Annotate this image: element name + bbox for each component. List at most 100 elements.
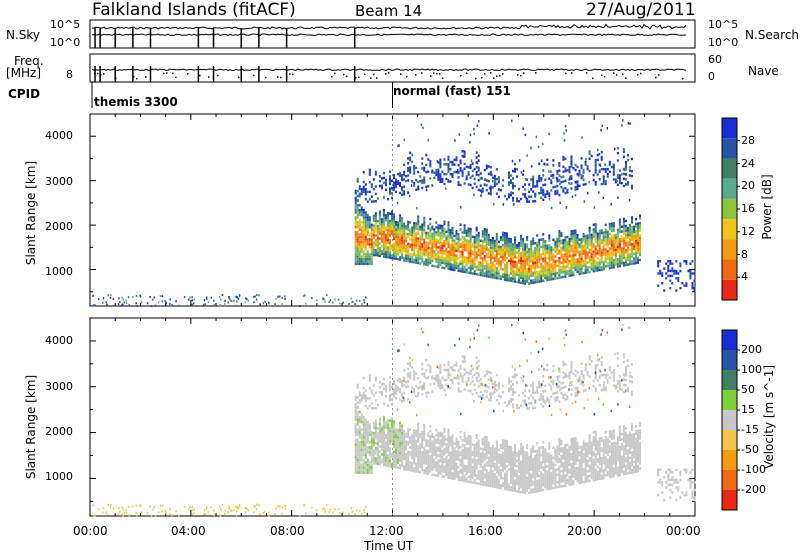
power-cell	[534, 268, 537, 272]
velocity-cell	[364, 471, 367, 474]
power-cell	[459, 262, 462, 266]
power-cell	[362, 228, 365, 231]
power-cell	[624, 224, 627, 228]
velocity-cell	[546, 472, 549, 476]
velocity-cell	[380, 458, 383, 461]
power-cell	[435, 260, 438, 263]
velocity-cell	[411, 466, 414, 470]
power-cell	[366, 190, 369, 194]
velocity-cell	[469, 455, 472, 459]
velocity-cell	[453, 447, 456, 450]
velocity-cell	[360, 458, 363, 462]
velocity-cell	[427, 462, 430, 465]
velocity-cell	[507, 468, 510, 471]
power-cell	[626, 236, 629, 239]
power-cell	[451, 251, 454, 254]
velocity-cell	[364, 446, 367, 449]
velocity-cell	[548, 459, 551, 463]
power-cell	[536, 261, 539, 264]
velocity-cell	[637, 444, 640, 448]
velocity-cell	[602, 449, 605, 452]
power-cell	[390, 232, 394, 235]
power-cell	[487, 265, 490, 269]
velocity-cell	[511, 461, 515, 464]
power-cell	[546, 266, 549, 270]
power-cell	[407, 250, 410, 253]
velocity-cell	[374, 399, 377, 402]
power-cell	[560, 251, 563, 255]
velocity-cell	[413, 370, 416, 373]
velocity-cell	[382, 382, 385, 386]
power-cell	[524, 248, 527, 251]
power-cell	[594, 264, 597, 268]
velocity-cell	[483, 473, 486, 477]
velocity-cell	[380, 445, 383, 449]
power-cell	[499, 260, 502, 263]
power-cell	[572, 254, 575, 257]
velocity-cell	[614, 446, 617, 450]
power-cell	[588, 258, 591, 261]
power-cell	[588, 260, 591, 264]
velocity-cell	[463, 449, 466, 452]
power-cell	[364, 223, 367, 226]
velocity-cell	[435, 441, 438, 444]
velocity-cell	[586, 454, 589, 458]
power-cell	[425, 260, 428, 264]
velocity-cell	[455, 442, 458, 446]
velocity-cell	[544, 460, 547, 464]
power-cell	[594, 252, 597, 255]
velocity-cell	[419, 386, 422, 389]
power-cell	[544, 252, 547, 255]
velocity-cell	[397, 458, 400, 462]
power-cell	[622, 217, 625, 221]
power-cell	[552, 255, 555, 259]
power-cell	[507, 279, 510, 282]
velocity-cell	[588, 467, 591, 470]
power-cell	[376, 219, 379, 223]
power-cell	[612, 263, 615, 267]
velocity-cell	[628, 436, 631, 439]
power-cell	[628, 243, 631, 246]
velocity-cell	[608, 468, 611, 471]
velocity-cell	[390, 424, 394, 428]
power-cell	[370, 185, 373, 189]
power-cell	[530, 267, 533, 270]
velocity-cell	[395, 450, 398, 454]
power-cell	[380, 250, 383, 253]
power-cell	[580, 262, 583, 265]
velocity-cell	[447, 468, 450, 472]
velocity-cell	[405, 440, 408, 443]
power-cell	[360, 238, 363, 241]
velocity-cell	[449, 476, 452, 480]
velocity-cell	[635, 450, 638, 453]
power-cell	[407, 225, 410, 229]
velocity-cell	[477, 457, 480, 460]
power-cell	[459, 255, 462, 258]
power-cell	[475, 251, 478, 254]
velocity-cell	[552, 476, 555, 480]
velocity-cell	[556, 445, 559, 449]
power-cell	[637, 222, 640, 225]
power-cell	[550, 256, 553, 259]
power-cell	[564, 265, 567, 269]
power-cell	[501, 273, 504, 276]
velocity-cell	[393, 380, 396, 383]
velocity-cell	[358, 461, 361, 464]
power-cell	[439, 231, 442, 235]
power-cell	[421, 157, 424, 160]
velocity-cell	[475, 464, 478, 467]
power-cell	[413, 226, 416, 230]
velocity-cell	[576, 471, 579, 475]
velocity-cell	[538, 461, 541, 465]
velocity-cell	[592, 471, 595, 474]
power-cell	[511, 255, 515, 258]
velocity-cell	[395, 443, 398, 446]
power-cell	[608, 249, 611, 253]
power-cell	[542, 274, 545, 278]
power-cell	[538, 258, 541, 261]
velocity-cell	[403, 445, 406, 448]
power-cell	[493, 269, 496, 272]
power-cell	[475, 238, 478, 242]
power-cell	[378, 227, 381, 231]
power-cell	[380, 228, 383, 231]
